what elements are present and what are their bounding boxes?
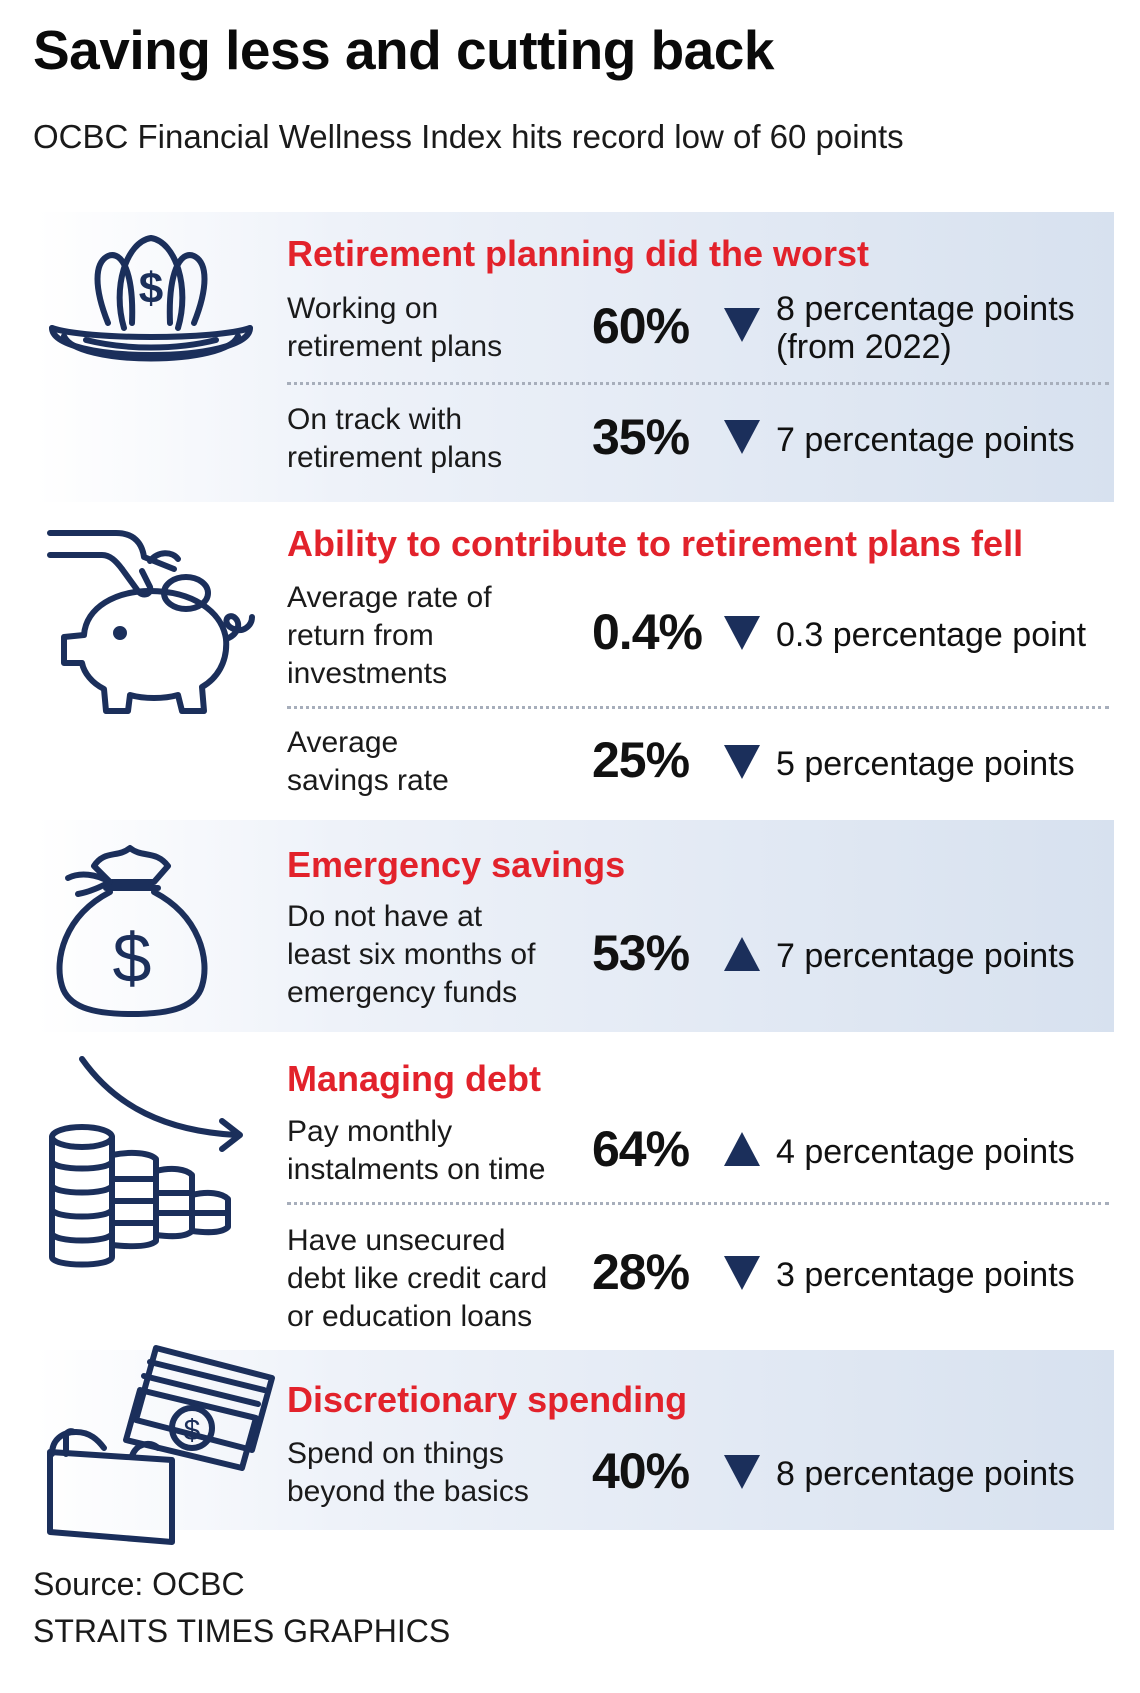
row-change: 8 percentage points (from 2022) bbox=[776, 290, 1075, 366]
row-change: 8 percentage points bbox=[776, 1455, 1075, 1493]
down-arrow-icon bbox=[724, 745, 760, 779]
down-arrow-icon bbox=[724, 1455, 760, 1489]
row-label: Working on retirement plans bbox=[287, 292, 503, 363]
down-arrow-icon bbox=[724, 308, 760, 342]
row-value: 25% bbox=[592, 732, 690, 788]
piggy-bank-icon bbox=[46, 525, 256, 740]
row-label: On track with retirement plans bbox=[287, 403, 503, 474]
row-change: 7 percentage points bbox=[776, 421, 1075, 459]
down-arrow-icon bbox=[724, 420, 760, 454]
svg-text:$: $ bbox=[139, 264, 163, 313]
up-arrow-icon bbox=[724, 1132, 760, 1166]
row-label: Do not have at least six months of emerg… bbox=[287, 900, 536, 1009]
row-value: 35% bbox=[592, 409, 690, 465]
row-value: 0.4% bbox=[592, 604, 703, 660]
row-divider bbox=[287, 1202, 1109, 1205]
row-value: 60% bbox=[592, 298, 690, 354]
row-change: 7 percentage points bbox=[776, 937, 1075, 975]
section-band-emergency bbox=[36, 820, 1114, 1032]
row-change: 3 percentage points bbox=[776, 1256, 1075, 1294]
row-value: 28% bbox=[592, 1244, 690, 1300]
down-arrow-icon bbox=[724, 616, 760, 650]
row-label: Spend on things beyond the basics bbox=[287, 1437, 529, 1508]
row-label: Pay monthly instalments on time bbox=[287, 1115, 546, 1186]
row-value: 53% bbox=[592, 925, 690, 981]
section-heading-discretionary: Discretionary spending bbox=[287, 1379, 688, 1420]
coin-stacks-icon bbox=[46, 1055, 256, 1270]
row-divider bbox=[287, 382, 1109, 385]
section-heading-retirement: Retirement planning did the worst bbox=[287, 233, 870, 274]
row-label: Have unsecured debt like credit card or … bbox=[287, 1224, 548, 1333]
row-label: Average rate of return from investments bbox=[287, 581, 492, 690]
row-divider bbox=[287, 706, 1109, 709]
section-heading-contribution: Ability to contribute to retirement plan… bbox=[287, 523, 1024, 564]
row-value: 64% bbox=[592, 1121, 690, 1177]
page-subtitle: OCBC Financial Wellness Index hits recor… bbox=[33, 118, 904, 155]
svg-text:$: $ bbox=[184, 1414, 201, 1447]
page-title: Saving less and cutting back bbox=[33, 19, 774, 81]
row-change: 0.3 percentage point bbox=[776, 616, 1087, 654]
nest-egg-icon: $ bbox=[46, 228, 256, 383]
row-value: 40% bbox=[592, 1443, 690, 1499]
row-change: 5 percentage points bbox=[776, 745, 1075, 783]
row-change: 4 percentage points bbox=[776, 1133, 1075, 1171]
section-band-retirement bbox=[36, 212, 1114, 502]
source-note: Source: OCBC bbox=[33, 1566, 245, 1602]
up-arrow-icon bbox=[724, 937, 760, 971]
row-label: Average savings rate bbox=[287, 726, 449, 797]
section-heading-emergency: Emergency savings bbox=[287, 844, 626, 885]
wallet-cash-icon: $ bbox=[46, 1336, 276, 1546]
down-arrow-icon bbox=[724, 1256, 760, 1290]
section-heading-debt: Managing debt bbox=[287, 1058, 541, 1099]
graphics-credit: STRAITS TIMES GRAPHICS bbox=[33, 1613, 451, 1649]
money-bag-icon: $ bbox=[46, 836, 216, 1018]
svg-text:$: $ bbox=[113, 919, 152, 997]
